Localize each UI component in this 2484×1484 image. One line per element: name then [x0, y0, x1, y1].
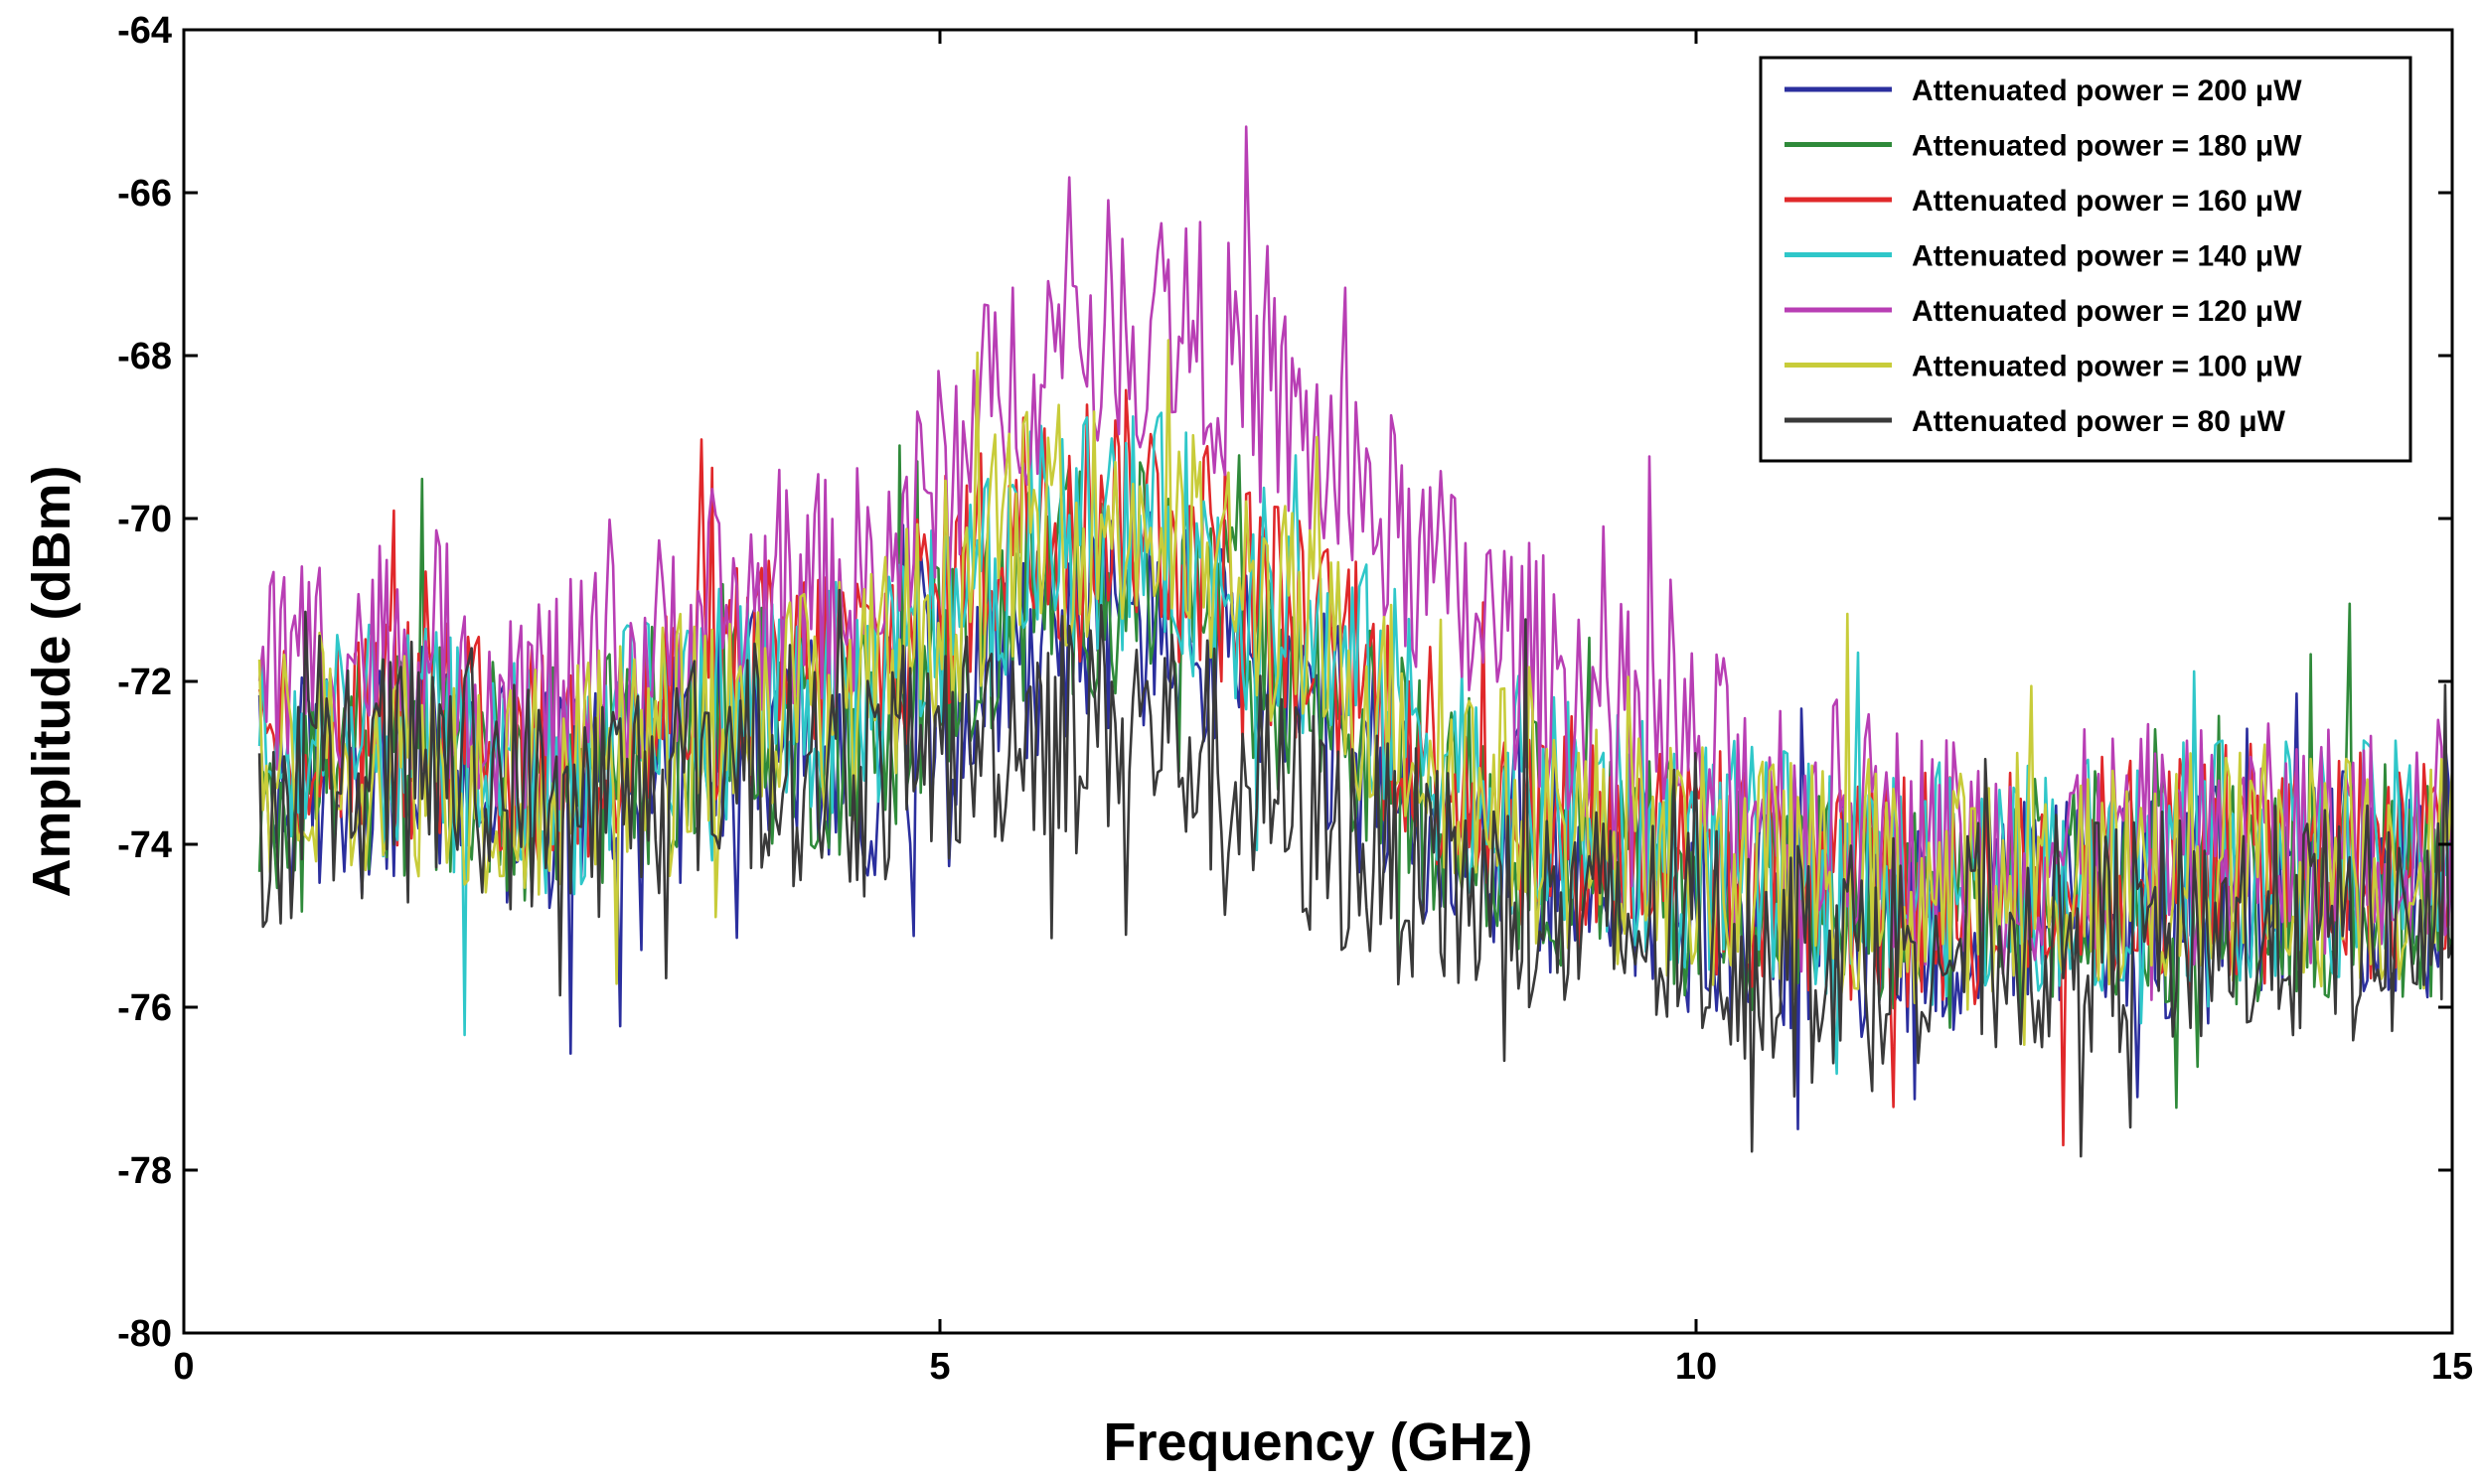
x-axis-label: Frequency (GHz): [1103, 1412, 1532, 1472]
legend: Attenuated power = 200 μW Attenuated powe…: [1759, 56, 2412, 463]
legend-entry-label: Attenuated power = 100 μW: [1912, 351, 2302, 383]
x-tick-label: 0: [173, 1346, 194, 1388]
legend-entry-label: Attenuated power = 160 μW: [1912, 185, 2302, 218]
series-line-4: [257, 411, 2454, 1076]
y-tick-label: -64: [117, 10, 172, 52]
legend-entry-label: Attenuated power = 80 μW: [1912, 405, 2286, 438]
legend-entry-label: Attenuated power = 180 μW: [1912, 130, 2302, 163]
series-line-6: [257, 339, 2454, 1046]
y-tick-label: -68: [117, 336, 172, 377]
legend-box: [1759, 56, 2412, 463]
legend-entry-label: Attenuated power = 120 μW: [1912, 295, 2302, 328]
y-tick-label: -66: [117, 173, 172, 215]
y-tick-label: -76: [117, 987, 172, 1029]
legend-entry-label: Attenuated power = 140 μW: [1912, 240, 2302, 273]
y-tick-label: -80: [117, 1313, 172, 1355]
axis-layer: 0 5 10 15 -64 -66 -68 -70 -72 -74 -76 -78 -80: [117, 10, 2473, 1388]
y-tick-label: -72: [117, 662, 172, 703]
x-tick-label: 5: [929, 1346, 950, 1388]
y-axis-label: Amplitude (dBm): [22, 466, 81, 898]
x-tick-label: 10: [1675, 1346, 1717, 1388]
series-line-7: [257, 588, 2454, 1158]
x-tick-label: 15: [2431, 1346, 2473, 1388]
y-tick-label: -78: [117, 1150, 172, 1192]
legend-entry-label: Attenuated power = 200 μW: [1912, 74, 2302, 107]
y-tick-label: -74: [117, 824, 172, 866]
y-tick-label: -70: [117, 499, 172, 540]
series-layer: [257, 125, 2454, 1158]
